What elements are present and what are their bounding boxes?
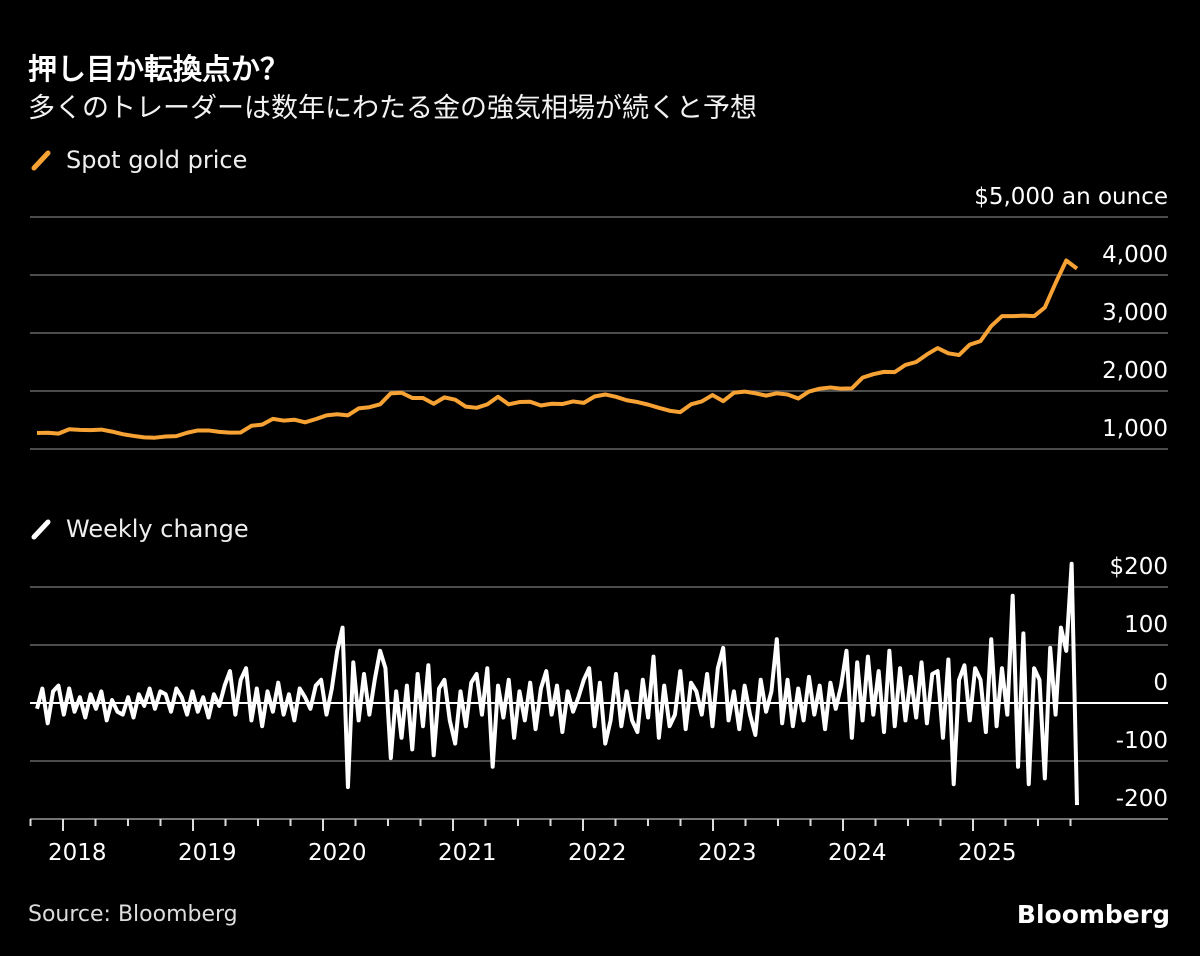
legend-gold: Spot gold price xyxy=(30,146,247,174)
gold-y-tick-label: 4,000 xyxy=(1102,242,1168,268)
legend-weekly-label: Weekly change xyxy=(66,515,249,543)
gold-price-line xyxy=(36,258,1079,440)
x-tick-label: 2018 xyxy=(48,840,107,866)
weekly-y-tick-label: 0 xyxy=(1153,670,1168,696)
weekly-y-tick-label: -100 xyxy=(1116,728,1168,754)
weekly-y-tick-label: $200 xyxy=(1109,554,1168,580)
source-note: Source: Bloomberg xyxy=(28,902,238,927)
gold-y-tick-label: 3,000 xyxy=(1102,300,1168,326)
chart-subtitle: 多くのトレーダーは数年にわたる金の強気相場が続くと予想 xyxy=(28,93,757,124)
legend-gold-label: Spot gold price xyxy=(66,146,248,174)
legend-gold-swatch-icon xyxy=(31,150,51,171)
chart-title: 押し目か転換点か？ xyxy=(28,52,290,86)
x-tick-label: 2025 xyxy=(958,840,1017,866)
gold-y-tick-label: 1,000 xyxy=(1102,416,1168,442)
weekly-y-tick-label: 100 xyxy=(1124,612,1168,638)
x-tick-label: 2019 xyxy=(178,840,237,866)
bloomberg-logo: Bloomberg xyxy=(1016,900,1170,929)
gold-y-tick-label: 2,000 xyxy=(1102,358,1168,384)
legend-weekly-swatch-icon xyxy=(31,519,51,540)
weekly-change-line xyxy=(35,561,1079,806)
weekly-y-tick-label: -200 xyxy=(1116,786,1168,812)
x-tick-label: 2023 xyxy=(698,840,757,866)
x-tick-label: 2021 xyxy=(438,840,497,866)
gold-unit-label: $5,000 an ounce xyxy=(974,184,1168,210)
x-tick-label: 2020 xyxy=(308,840,367,866)
x-tick-label: 2024 xyxy=(828,840,887,866)
legend-weekly: Weekly change xyxy=(30,515,249,543)
x-tick-label: 2022 xyxy=(568,840,627,866)
